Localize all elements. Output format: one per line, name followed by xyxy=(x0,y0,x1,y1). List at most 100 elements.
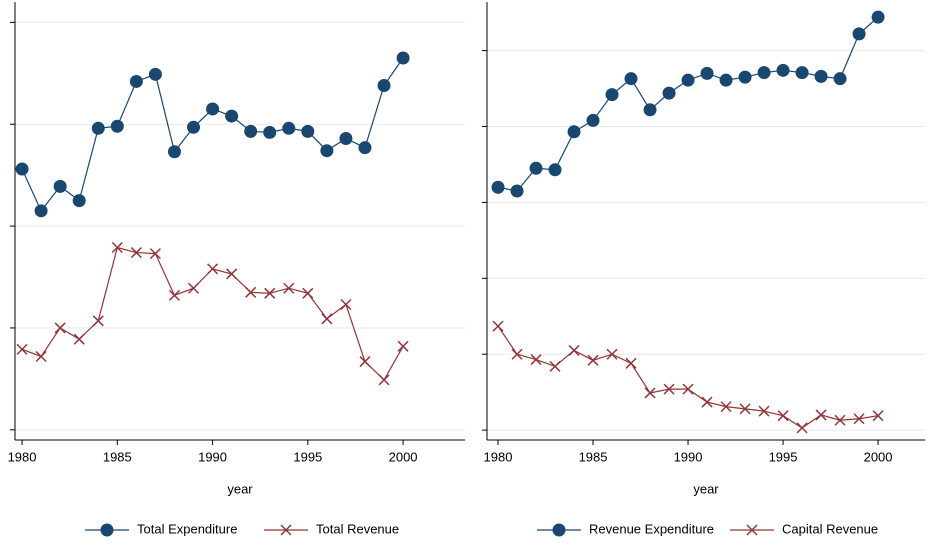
data-point xyxy=(795,66,809,80)
data-point xyxy=(187,120,201,134)
x-tick-label: 1995 xyxy=(769,449,798,464)
data-point xyxy=(720,401,732,413)
data-point xyxy=(872,410,884,422)
data-point xyxy=(758,405,770,417)
data-point xyxy=(662,86,676,100)
data-point xyxy=(510,184,524,198)
data-point xyxy=(739,403,751,415)
data-point xyxy=(110,119,124,133)
data-point xyxy=(359,356,371,368)
data-point xyxy=(492,320,504,332)
data-point xyxy=(757,66,771,80)
data-point xyxy=(187,282,200,294)
data-point xyxy=(549,360,561,372)
data-point xyxy=(701,396,713,408)
data-point xyxy=(283,282,295,294)
data-point xyxy=(567,125,581,139)
data-point xyxy=(130,247,142,259)
x-tick-label: 1980 xyxy=(484,449,513,464)
legend-marker xyxy=(100,523,114,537)
data-point xyxy=(302,287,314,299)
x-tick-label: 1990 xyxy=(198,449,227,464)
legend-marker xyxy=(746,524,758,536)
data-point xyxy=(586,113,600,127)
x-tick-label: 2000 xyxy=(864,449,893,464)
data-point xyxy=(377,79,391,93)
x-tick-label: 1995 xyxy=(293,449,322,464)
legend-marker xyxy=(552,523,566,537)
data-point xyxy=(606,348,618,360)
data-point xyxy=(129,74,143,88)
data-point xyxy=(226,268,238,280)
data-point xyxy=(833,72,847,86)
legend-label: Total Revenue xyxy=(316,521,399,536)
x-tick-label: 2000 xyxy=(389,449,418,464)
data-point xyxy=(530,354,542,366)
data-point xyxy=(529,161,543,175)
data-point xyxy=(91,121,105,135)
data-point xyxy=(54,322,66,334)
data-point xyxy=(207,263,219,275)
x-tick-label: 1985 xyxy=(103,449,132,464)
x-axis-label: year xyxy=(227,481,253,496)
data-point xyxy=(282,121,296,135)
data-point xyxy=(663,383,675,395)
data-point xyxy=(796,422,808,434)
data-point xyxy=(644,387,656,399)
data-point xyxy=(301,124,315,138)
data-point xyxy=(16,343,28,355)
data-point xyxy=(358,141,372,155)
x-axis-label: year xyxy=(693,481,719,496)
data-point xyxy=(587,354,599,366)
data-point xyxy=(321,313,333,325)
data-point xyxy=(738,70,752,84)
data-point xyxy=(34,204,48,218)
data-point xyxy=(700,66,714,80)
series-line xyxy=(21,246,404,381)
series-line xyxy=(497,325,879,429)
data-point xyxy=(168,289,180,301)
data-point xyxy=(852,27,866,41)
data-point xyxy=(605,88,619,102)
data-point xyxy=(225,109,239,123)
data-point xyxy=(853,413,865,425)
data-point xyxy=(378,374,390,386)
data-point xyxy=(92,315,104,327)
data-point xyxy=(206,102,220,116)
data-point xyxy=(340,298,352,311)
data-point xyxy=(148,67,162,81)
data-point xyxy=(777,410,789,422)
legend-marker xyxy=(280,524,292,536)
data-point xyxy=(814,69,828,83)
data-point xyxy=(73,333,85,345)
data-point xyxy=(815,409,827,421)
data-point xyxy=(245,286,257,298)
data-point xyxy=(624,72,638,86)
data-point xyxy=(111,241,123,254)
data-point xyxy=(548,163,562,177)
data-point xyxy=(35,350,47,363)
data-point xyxy=(682,383,694,395)
data-point xyxy=(263,125,277,139)
data-point xyxy=(167,145,181,159)
data-point xyxy=(681,73,695,87)
data-point xyxy=(491,180,505,194)
data-point xyxy=(397,340,409,352)
data-point xyxy=(72,194,86,208)
data-point xyxy=(511,348,523,360)
data-point xyxy=(871,10,885,24)
data-point xyxy=(396,51,410,65)
data-point xyxy=(834,414,846,426)
legend-label: Total Expenditure xyxy=(137,521,237,536)
data-point xyxy=(53,179,67,193)
data-point xyxy=(625,357,637,369)
x-tick-label: 1990 xyxy=(674,449,703,464)
data-point xyxy=(15,162,29,176)
data-point xyxy=(264,287,276,299)
data-point xyxy=(568,344,580,356)
data-point xyxy=(149,248,161,260)
data-point xyxy=(339,131,353,145)
data-point xyxy=(643,103,657,117)
x-tick-label: 1985 xyxy=(579,449,608,464)
